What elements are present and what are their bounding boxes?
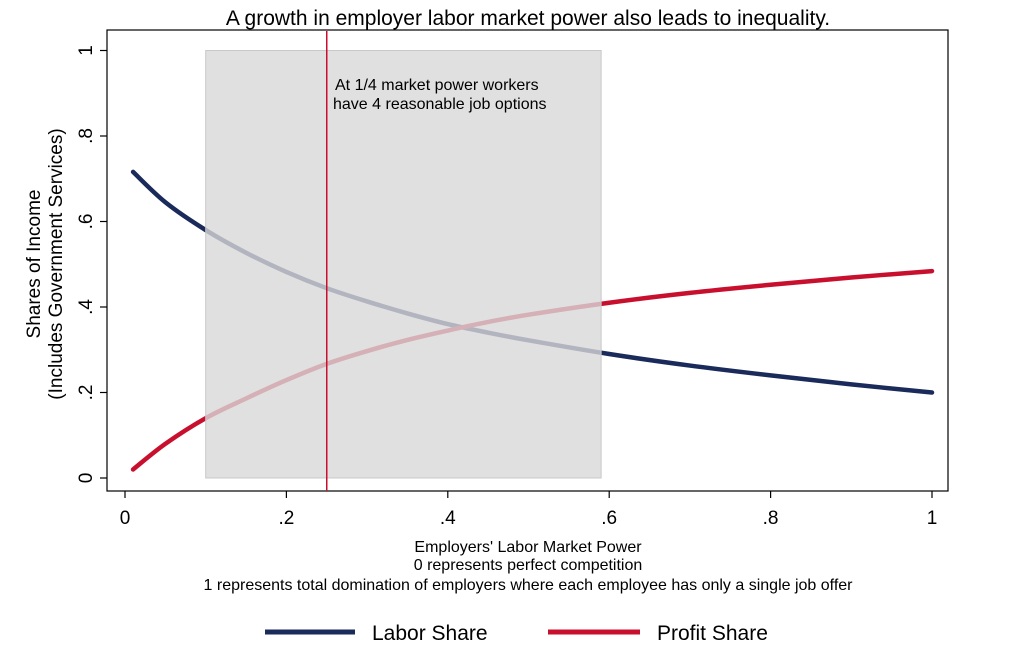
plot-frame bbox=[106, 29, 949, 492]
x-tick-label: 1 bbox=[927, 508, 938, 529]
shaded-region bbox=[205, 50, 602, 479]
legend-label-labor-share: Labor Share bbox=[372, 622, 488, 645]
y-tick-label: .2 bbox=[76, 385, 97, 401]
y-axis-sublabel: (Includes Government Services) bbox=[46, 128, 67, 399]
y-tick-label: .4 bbox=[76, 299, 97, 315]
chart-title: A growth in employer labor market power … bbox=[226, 7, 830, 30]
x-axis-subtitle-2: 1 represents total domination of employe… bbox=[204, 577, 854, 594]
x-tick-label: .8 bbox=[763, 508, 779, 529]
x-tick-label: .2 bbox=[278, 508, 294, 529]
x-axis-subtitle-1: 0 represents perfect competition bbox=[414, 557, 643, 574]
x-tick-label: .6 bbox=[601, 508, 617, 529]
y-tick-label: 1 bbox=[76, 45, 97, 56]
y-tick-label: 0 bbox=[76, 473, 97, 484]
x-tick-label: 0 bbox=[120, 508, 131, 529]
x-tick-label: .4 bbox=[440, 508, 456, 529]
y-tick-label: .8 bbox=[76, 128, 97, 144]
annotation-line-1: At 1/4 market power workers bbox=[335, 77, 539, 94]
y-tick-label: .6 bbox=[76, 214, 97, 230]
x-axis-label: Employers' Labor Market Power bbox=[414, 539, 642, 556]
legend: Labor Share Profit Share bbox=[265, 622, 768, 645]
legend-label-profit-share: Profit Share bbox=[657, 622, 768, 645]
annotation-line-2: have 4 reasonable job options bbox=[333, 96, 547, 113]
y-axis-label: Shares of Income bbox=[24, 190, 45, 339]
